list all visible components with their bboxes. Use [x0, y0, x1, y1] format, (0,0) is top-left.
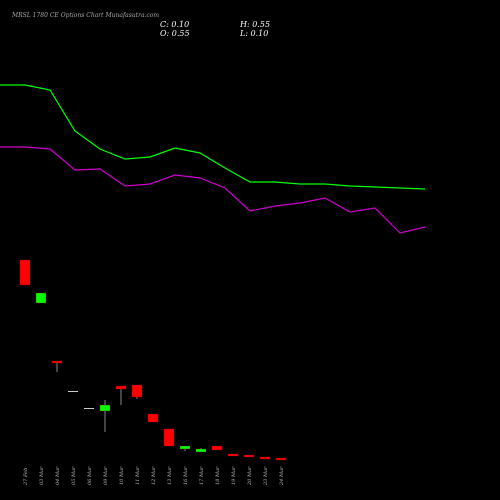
low-label: L: 0.10	[239, 29, 268, 38]
candle-body	[35, 292, 47, 304]
candle-body	[68, 391, 78, 392]
candle-body	[275, 457, 287, 461]
candle-body	[51, 360, 63, 364]
indicator-line	[0, 146, 426, 234]
candle-body	[147, 413, 159, 423]
x-tick-label: 04 Mar	[55, 466, 61, 485]
candle-body	[163, 428, 175, 447]
x-tick-label: 17 Mar	[199, 466, 205, 485]
chart-title: MRSL 1780 CE Options Chart Munafasutra.c…	[11, 12, 159, 19]
x-tick-label: 27 Feb	[23, 468, 29, 486]
x-tick-label: 11 Mar	[135, 466, 141, 485]
candle-body	[227, 453, 239, 457]
candle-body	[99, 404, 111, 412]
candle-body	[243, 454, 255, 458]
candle-body	[211, 445, 223, 451]
candle-body	[19, 259, 31, 286]
x-tick-label: 12 Mar	[151, 466, 157, 485]
x-tick-label: 03 Mar	[39, 466, 45, 485]
candle-body	[259, 456, 271, 460]
candle-body	[115, 385, 127, 390]
candle-body	[195, 448, 207, 453]
open-label: O: 0.55	[160, 29, 190, 38]
high-label: H: 0.55	[239, 20, 270, 29]
x-tick-label: 10 Mar	[119, 466, 125, 485]
x-tick-label: 09 Mar	[103, 466, 109, 485]
x-tick-label: 06 Mar	[87, 466, 93, 485]
candle-body	[179, 445, 191, 450]
x-tick-label: 23 Mar	[263, 466, 269, 486]
x-tick-label: 24 Mar	[279, 466, 285, 486]
x-tick-label: 19 Mar	[231, 466, 237, 485]
candle-body	[84, 408, 94, 409]
indicator-line	[0, 84, 426, 190]
x-tick-label: 20 Mar	[247, 466, 253, 486]
close-label: C: 0.10	[160, 20, 189, 29]
candle-body	[131, 384, 143, 398]
x-tick-label: 18 Mar	[215, 466, 221, 485]
x-tick-label: 13 Mar	[167, 466, 173, 485]
x-tick-label: 05 Mar	[71, 466, 77, 485]
x-tick-label: 16 Mar	[183, 466, 189, 485]
